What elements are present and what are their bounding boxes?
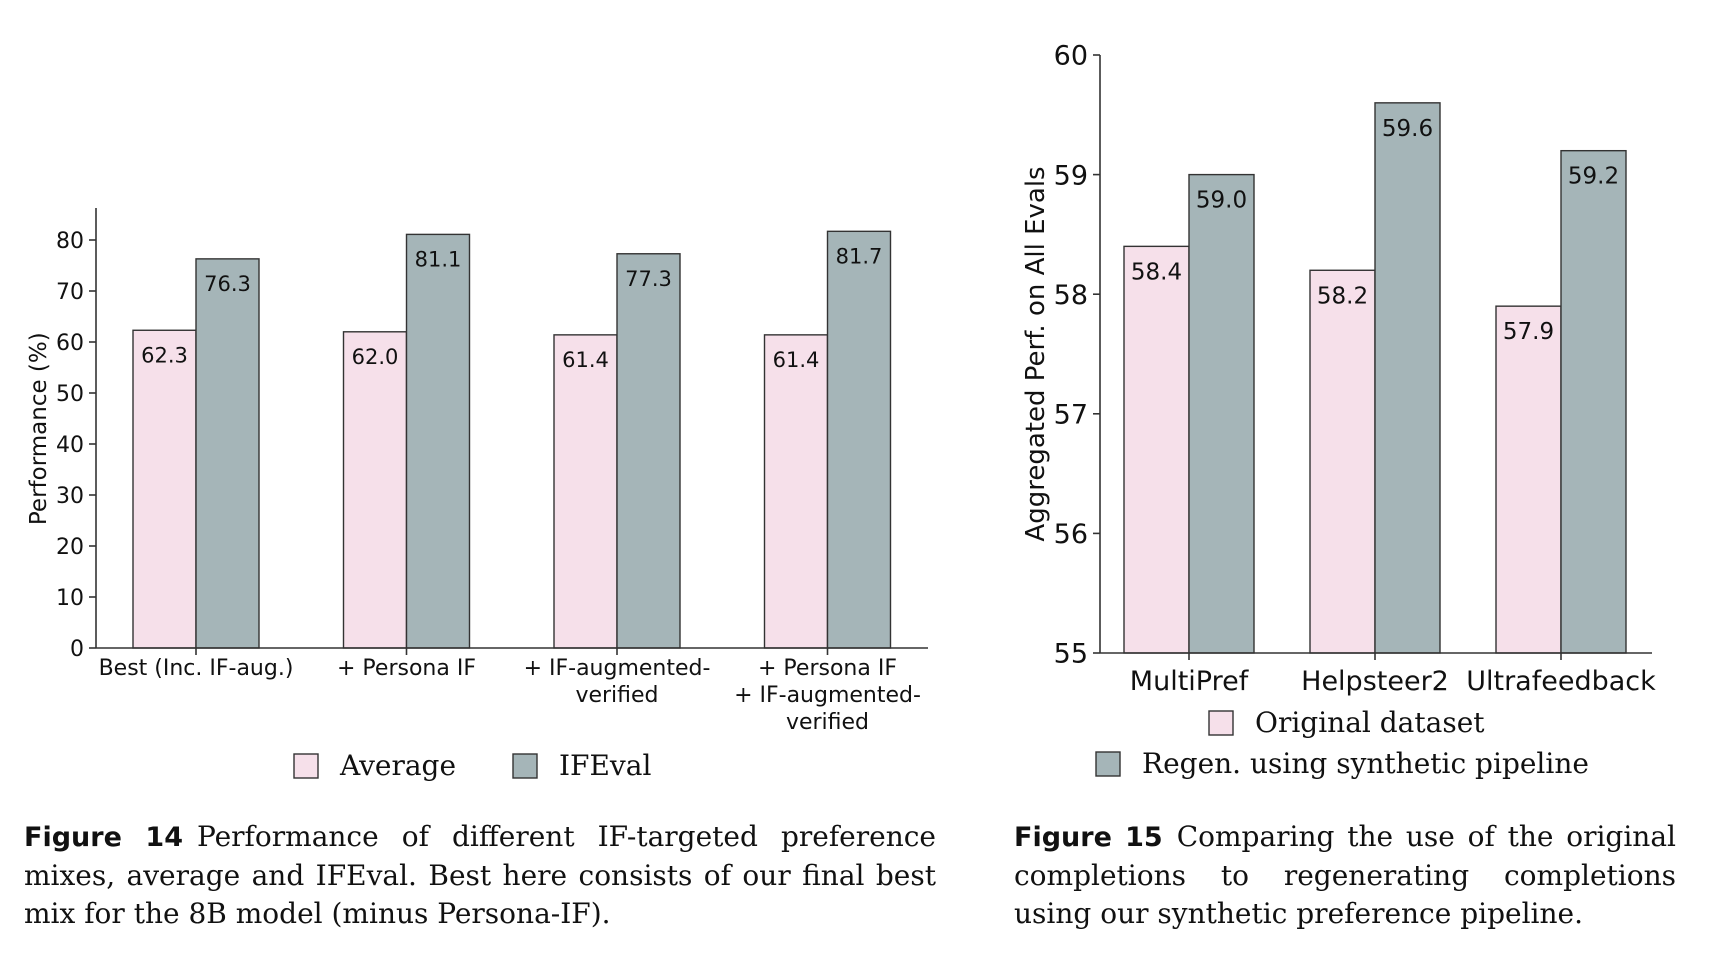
x-tick-label: + Persona IF [758, 656, 897, 681]
legend-label: Average [339, 749, 456, 782]
x-tick-label: Best (Inc. IF-aug.) [99, 656, 294, 681]
legend-swatch [1208, 710, 1234, 736]
bar-value-label: 76.3 [204, 272, 251, 296]
bar [1560, 149, 1627, 654]
bar-value-label: 62.0 [352, 345, 399, 369]
figure-14-text: Performance of different IF-targeted pre… [24, 820, 936, 930]
bar-value-label: 61.4 [773, 348, 820, 372]
bar-value-label: 77.3 [625, 267, 672, 291]
y-tick-label: 50 [56, 382, 84, 407]
y-tick-label: 30 [56, 484, 84, 509]
bar-value-label: 59.6 [1382, 116, 1433, 142]
y-tick-label: 80 [56, 229, 84, 254]
y-tick-label: 59 [1054, 160, 1088, 191]
y-tick-label: 70 [56, 280, 84, 305]
figure-14-caption: Figure 14 Performance of different IF-tar… [24, 818, 936, 933]
bar-value-label: 59.2 [1568, 164, 1619, 190]
x-tick-label: Helpsteer2 [1301, 666, 1449, 697]
legend-swatch [512, 753, 538, 779]
y-tick-label: 60 [56, 331, 84, 356]
bar [405, 233, 471, 649]
y-tick-label: 20 [56, 535, 84, 560]
bar [342, 331, 408, 649]
legend-label: Original dataset [1255, 706, 1485, 739]
bar-value-label: 62.3 [141, 343, 188, 367]
figure-15-caption: Figure 15 Comparing the use of the origin… [1014, 818, 1676, 933]
x-tick-label: + IF-augmented- [524, 656, 711, 681]
bar [1495, 305, 1562, 654]
bar [553, 334, 618, 649]
y-tick-label: 60 [1054, 41, 1088, 72]
y-tick-label: 0 [70, 637, 84, 662]
bar [1123, 245, 1190, 654]
y-tick-label: 58 [1054, 280, 1088, 311]
figure-15-text: Comparing the use of the original comple… [1014, 820, 1676, 930]
y-tick-label: 57 [1054, 400, 1088, 431]
figure-15-label: Figure 15 [1014, 822, 1163, 853]
y-tick-label: 10 [56, 586, 84, 611]
bar-value-label: 58.4 [1131, 259, 1182, 285]
chart-regen-comparison: 58.4 59.0 MultiPref 58.2 59.6 Helpsteer2 57.9 5… [1021, 41, 1656, 780]
bar [616, 253, 681, 649]
bar-value-label: 81.7 [836, 244, 883, 268]
figure-14-label: Figure 14 [24, 822, 183, 853]
bar-value-label: 59.0 [1196, 188, 1247, 214]
y-tick-label: 40 [56, 433, 84, 458]
bar [132, 329, 197, 649]
legend-swatch [293, 753, 319, 779]
x-tick-label: Ultrafeedback [1466, 666, 1656, 697]
legend-label: Regen. using synthetic pipeline [1142, 747, 1589, 780]
x-tick-label: + Persona IF [337, 656, 476, 681]
bar-value-label: 61.4 [562, 348, 609, 372]
x-tick-label: verified [575, 683, 658, 708]
legend-label: IFEval [559, 749, 651, 782]
x-tick-label: MultiPref [1130, 666, 1250, 697]
bar [763, 334, 829, 649]
y-tick-label: 55 [1054, 639, 1088, 670]
bar-value-label: 58.2 [1317, 283, 1368, 309]
chart-if-mixes: 62.3 76.3 Best (Inc. IF-aug.) 62.0 81.1 + Per… [26, 208, 928, 782]
y-tick-label: 56 [1054, 519, 1088, 550]
bar-value-label: 57.9 [1503, 319, 1554, 345]
y-axis-title: Aggregated Perf. on All Evals [1021, 166, 1051, 541]
bar-value-label: 81.1 [415, 247, 462, 271]
bar [1374, 102, 1441, 654]
legend-swatch [1095, 751, 1121, 777]
bar [1188, 173, 1255, 654]
bar [195, 258, 260, 649]
x-tick-label: verified [786, 710, 869, 735]
bar [826, 230, 892, 649]
bar [1309, 269, 1376, 654]
x-tick-label: + IF-augmented- [734, 683, 921, 708]
y-axis-title: Performance (%) [26, 332, 52, 525]
